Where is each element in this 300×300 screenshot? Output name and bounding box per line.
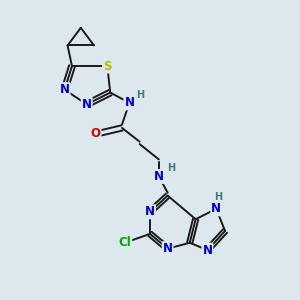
Text: N: N — [154, 170, 164, 183]
Text: N: N — [211, 202, 221, 215]
Text: N: N — [124, 96, 134, 110]
Text: O: O — [91, 127, 100, 140]
Text: N: N — [82, 98, 92, 111]
Text: H: H — [167, 163, 175, 173]
Text: N: N — [202, 244, 212, 256]
Text: N: N — [163, 242, 173, 255]
Text: N: N — [60, 83, 70, 96]
Text: N: N — [145, 205, 155, 218]
Text: S: S — [103, 60, 112, 73]
Text: Cl: Cl — [118, 236, 131, 249]
Text: H: H — [214, 192, 222, 202]
Text: H: H — [136, 90, 145, 100]
